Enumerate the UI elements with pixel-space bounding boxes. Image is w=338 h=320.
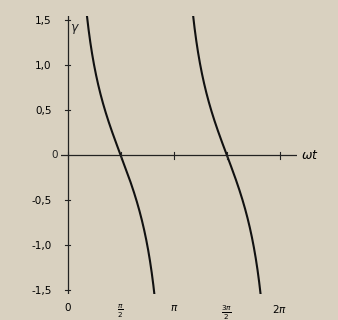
Text: 0: 0 [51,150,57,160]
Text: $\omega t$: $\omega t$ [301,149,319,162]
Text: $\gamma$: $\gamma$ [70,22,80,36]
